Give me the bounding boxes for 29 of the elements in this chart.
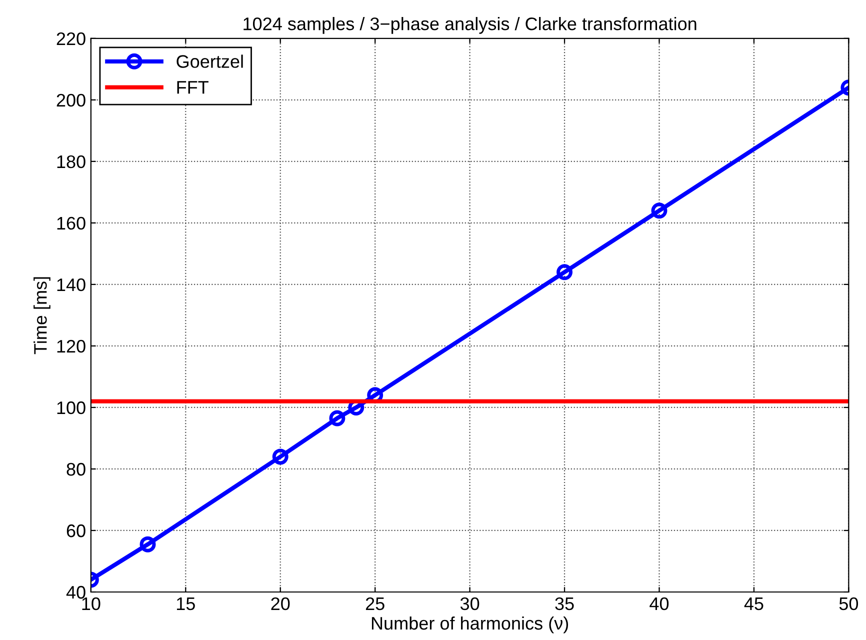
point [556, 264, 573, 280]
y-tick-label: 140 [57, 278, 86, 292]
x-tick-label: 20 [271, 597, 290, 610]
x-tick-label: 40 [650, 597, 669, 610]
y-axis-title: Time [ms] [34, 277, 50, 354]
x-tick-label: 10 [82, 597, 100, 610]
y-tick-label: 120 [57, 340, 86, 353]
y-tick-label: 220 [56, 32, 86, 46]
point [651, 202, 668, 219]
y-tick-label: 40 [66, 586, 86, 599]
y-tick-label: 180 [57, 155, 86, 168]
x-axis-title: Number of harmonics (ν) [372, 616, 568, 634]
point [272, 448, 288, 465]
point [140, 536, 156, 552]
y-tick-label: 60 [66, 524, 86, 538]
x-tick-label: 30 [460, 597, 480, 610]
legend-label: FFT [177, 81, 208, 94]
x-tick-label: 50 [839, 597, 858, 610]
chart-title: 1024 samples / 3−phase analysis / Clarke transformation [244, 16, 696, 34]
point [329, 410, 346, 426]
x-tick-label: 25 [366, 597, 384, 610]
x-tick-label: 45 [744, 598, 764, 610]
x-tick-label: 15 [176, 598, 195, 610]
y-tick-label: 80 [66, 462, 86, 476]
y-tick-label: 160 [57, 216, 86, 230]
y-tick-label: 100 [57, 401, 86, 414]
x-tick-label: 35 [555, 597, 574, 610]
legend-label: Goertzel [176, 54, 243, 68]
y-tick-label: 200 [56, 94, 86, 107]
